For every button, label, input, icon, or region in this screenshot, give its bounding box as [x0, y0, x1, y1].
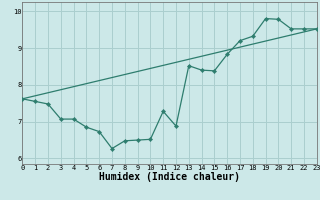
X-axis label: Humidex (Indice chaleur): Humidex (Indice chaleur) [99, 172, 240, 182]
